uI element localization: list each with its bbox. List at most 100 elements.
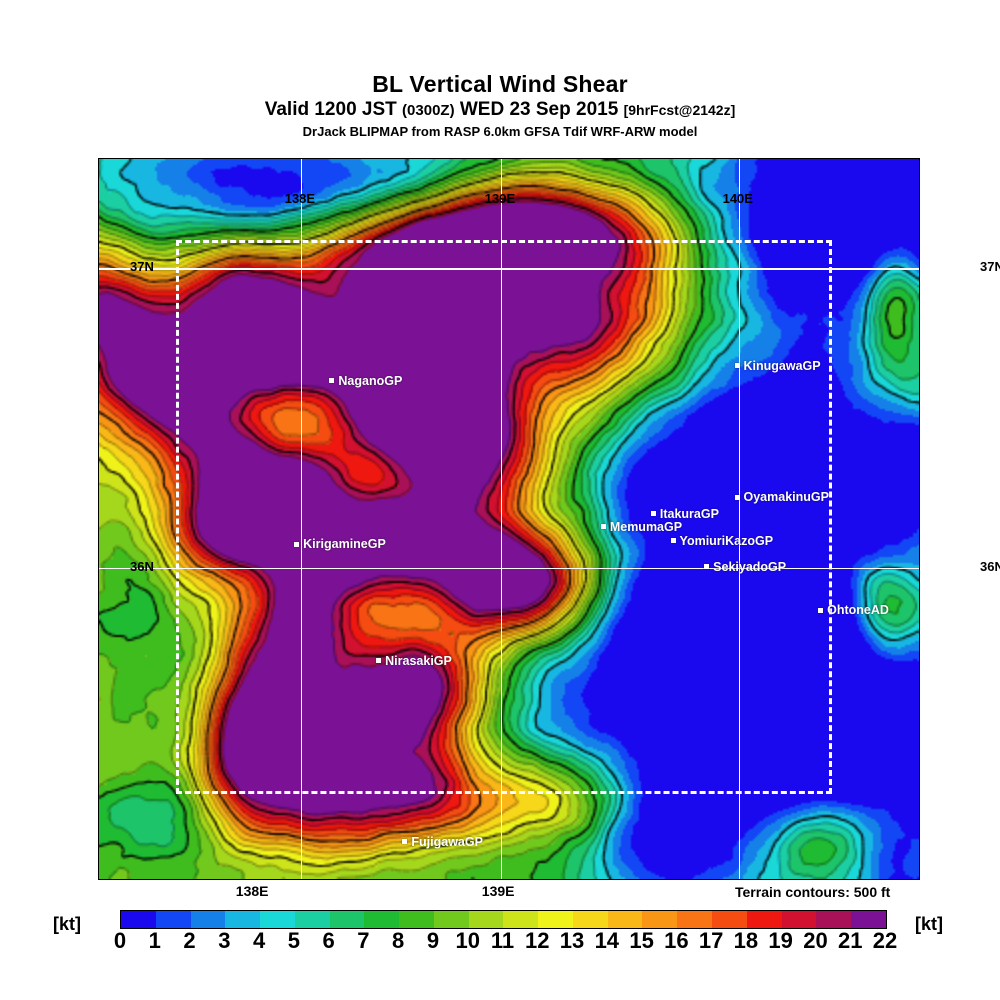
valid-time: Valid 1200 JST — [264, 99, 397, 121]
lon-label-bottom-139E: 139E — [481, 883, 515, 899]
station-marker-KinugawaGP[interactable]: KinugawaGP — [734, 358, 821, 373]
colorbar-tick-8: 8 — [392, 928, 405, 953]
station-dot-icon — [329, 378, 335, 384]
station-dot-icon — [670, 538, 676, 544]
station-label: MemumaGP — [609, 519, 683, 534]
colorbar-swatch-7 — [364, 911, 400, 928]
lon-label-top-138E: 138E — [284, 191, 316, 206]
model-credit: DrJack BLIPMAP from RASP 6.0km GFSA Tdif… — [302, 124, 698, 140]
colorbar-tick-9: 9 — [426, 928, 440, 953]
lat-label-right-37N: 37N — [980, 259, 1000, 275]
shear-field-raster — [99, 159, 919, 879]
station-label: NirasakiGP — [385, 653, 452, 668]
lon-label-bottom-138E: 138E — [235, 883, 269, 899]
colorbar-swatch-21 — [851, 911, 886, 928]
colorbar-swatch-2 — [190, 911, 226, 928]
colorbar-unit-right: [kt] — [915, 914, 943, 934]
colorbar-swatch-4 — [260, 911, 295, 928]
lat-label-left-36N: 36N — [130, 558, 154, 574]
lon-label-top-140E: 140E — [722, 191, 753, 206]
colorbar-tick-15: 15 — [629, 928, 654, 953]
colorbar-tick-3: 3 — [218, 928, 231, 953]
colorbar-tick-1: 1 — [148, 928, 161, 953]
colorbar-tick-20: 20 — [803, 928, 828, 953]
colorbar-swatch-15 — [642, 911, 678, 928]
forecast-domain-box — [176, 239, 833, 795]
valid-utc: (0300Z) — [402, 102, 455, 120]
colorbar-unit-left: [kt] — [53, 914, 81, 934]
colorbar-tick-21: 21 — [837, 928, 863, 953]
colorbar-tick-14: 14 — [594, 928, 620, 953]
colorbar-swatch-1 — [155, 911, 191, 928]
station-label: OhtoneAD — [827, 603, 889, 618]
station-label: ItakuraGP — [659, 506, 719, 521]
colorbar-swatch-8 — [399, 911, 434, 928]
station-label: KinugawaGP — [743, 358, 821, 373]
colorbar-tick-7: 7 — [357, 928, 370, 953]
terrain-contour-note: Terrain contours: 500 ft — [735, 884, 891, 900]
colorbar-tick-18: 18 — [733, 928, 759, 953]
colorbar-legend: [kt] 0 1 2 3 4 5 6 7 8 9 10 11 12 13 14 15 16 17 18 19 20 21 2… — [0, 906, 1000, 966]
station-marker-KirigamineGP[interactable]: KirigamineGP — [294, 537, 386, 551]
station-marker-MemumaGP[interactable]: MemumaGP — [600, 519, 683, 534]
station-dot-icon — [818, 607, 824, 613]
station-marker-NirasakiGP[interactable]: NirasakiGP — [376, 654, 452, 668]
colorbar-tick-5: 5 — [287, 928, 300, 953]
forecast-tag: [9hrFcst@2142z] — [623, 102, 736, 119]
colorbar-swatch-5 — [294, 911, 330, 928]
station-dot-icon — [402, 839, 408, 845]
colorbar-swatch-11 — [503, 911, 539, 928]
station-label: KirigamineGP — [303, 537, 386, 552]
station-marker-FujigawaGP[interactable]: FujigawaGP — [402, 835, 483, 849]
colorbar-swatch-12 — [538, 911, 573, 928]
colorbar-tick-12: 12 — [525, 928, 550, 953]
station-marker-NaganoGP[interactable]: NaganoGP — [329, 374, 402, 388]
colorbar-swatch-10 — [468, 911, 504, 928]
weather-map[interactable]: 138E 139E 140E NaganoGP KinugawaGP OyamakinuG… — [98, 158, 920, 880]
colorbar-tick-11: 11 — [490, 928, 515, 953]
colorbar-tick-0: 0 — [113, 928, 127, 953]
station-dot-icon — [734, 494, 740, 500]
station-marker-ItakuraGP[interactable]: ItakuraGP — [650, 506, 719, 521]
colorbar-tick-19: 19 — [768, 928, 793, 953]
page-title: BL Vertical Wind Shear — [372, 71, 628, 97]
gridline-vertical-0 — [300, 159, 303, 879]
station-label: OyamakinuGP — [743, 490, 829, 505]
colorbar-tick-10: 10 — [455, 928, 480, 953]
station-dot-icon — [600, 524, 606, 530]
colorbar-tick-4: 4 — [252, 928, 266, 953]
colorbar-swatch-17 — [712, 911, 747, 928]
page-header: BL Vertical Wind Shear Valid 1200 JST (0… — [0, 0, 1000, 139]
gridline-horizontal-0 — [99, 268, 919, 270]
station-label: SekiyadoGP — [713, 559, 787, 574]
colorbar-swatch-13 — [572, 911, 608, 928]
gridline-horizontal-1 — [99, 567, 919, 570]
colorbar-tick-22: 22 — [872, 928, 898, 953]
lat-label-right-36N: 36N — [980, 558, 1000, 574]
valid-time-line: Valid 1200 JST (0300Z) WED 23 Sep 2015 [… — [0, 100, 1000, 120]
colorbar-tick-6: 6 — [322, 928, 335, 953]
colorbar-swatch-14 — [607, 911, 643, 928]
station-label: NaganoGP — [338, 373, 403, 388]
colorbar-swatches[interactable] — [120, 910, 887, 929]
station-dot-icon — [704, 564, 710, 570]
station-dot-icon — [294, 541, 300, 547]
station-marker-OyamakinuGP[interactable]: OyamakinuGP — [734, 490, 829, 505]
station-dot-icon — [376, 658, 382, 664]
station-label: FujigawaGP — [411, 834, 483, 849]
station-marker-OhtoneAD[interactable]: OhtoneAD — [818, 603, 889, 617]
valid-date: WED 23 Sep 2015 — [459, 99, 619, 121]
lon-label-top-139E: 139E — [484, 191, 516, 206]
station-marker-SekiyadoGP[interactable]: SekiyadoGP — [704, 560, 786, 574]
station-marker-YomiuriKazoGP[interactable]: YomiuriKazoGP — [670, 534, 773, 548]
colorbar-tick-16: 16 — [664, 928, 689, 953]
colorbar-swatch-16 — [677, 911, 713, 928]
colorbar-tick-17: 17 — [698, 928, 724, 953]
colorbar-swatch-19 — [781, 911, 817, 928]
colorbar-swatch-18 — [746, 911, 782, 928]
station-dot-icon — [650, 511, 656, 517]
colorbar-tick-13: 13 — [559, 928, 585, 953]
gridline-vertical-2 — [738, 159, 741, 879]
lat-label-left-37N: 37N — [130, 259, 154, 275]
colorbar-swatch-9 — [433, 911, 469, 928]
